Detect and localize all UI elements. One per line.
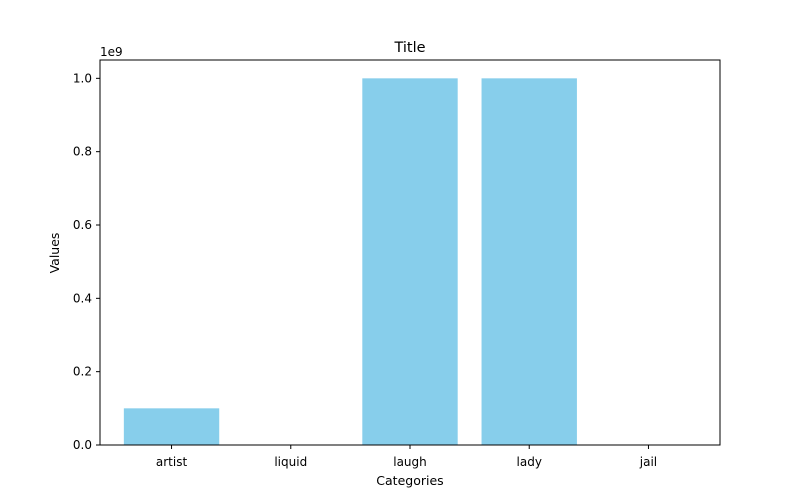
- bars-group: [123, 78, 577, 445]
- bar-laugh: [362, 78, 458, 445]
- x-ticks-group: artist liquid laugh lady jail: [156, 445, 657, 469]
- y-tick-label: 0.2: [73, 365, 92, 379]
- y-tick-label: 0.0: [73, 438, 92, 452]
- y-tick-label: 0.8: [73, 145, 92, 159]
- x-tick-label: laugh: [393, 455, 427, 469]
- y-tick-label: 0.4: [73, 291, 92, 305]
- y-tick-label: 1.0: [73, 71, 92, 85]
- x-tick-label: liquid: [274, 455, 307, 469]
- y-ticks-group: 0.0 0.2 0.4 0.6 0.8 1.0: [73, 71, 100, 452]
- x-tick-label: lady: [517, 455, 542, 469]
- chart-title: Title: [393, 40, 425, 56]
- x-axis-label: Categories: [376, 473, 443, 488]
- x-tick-label: artist: [156, 455, 188, 469]
- bar-lady: [481, 78, 577, 445]
- plot-frame: [99, 59, 721, 446]
- y-tick-label: 0.6: [73, 218, 92, 232]
- bar-artist: [123, 408, 220, 445]
- y-axis-offset-label: 1e9: [100, 45, 123, 59]
- y-axis-label: Values: [47, 233, 62, 274]
- x-tick-label: jail: [639, 455, 657, 469]
